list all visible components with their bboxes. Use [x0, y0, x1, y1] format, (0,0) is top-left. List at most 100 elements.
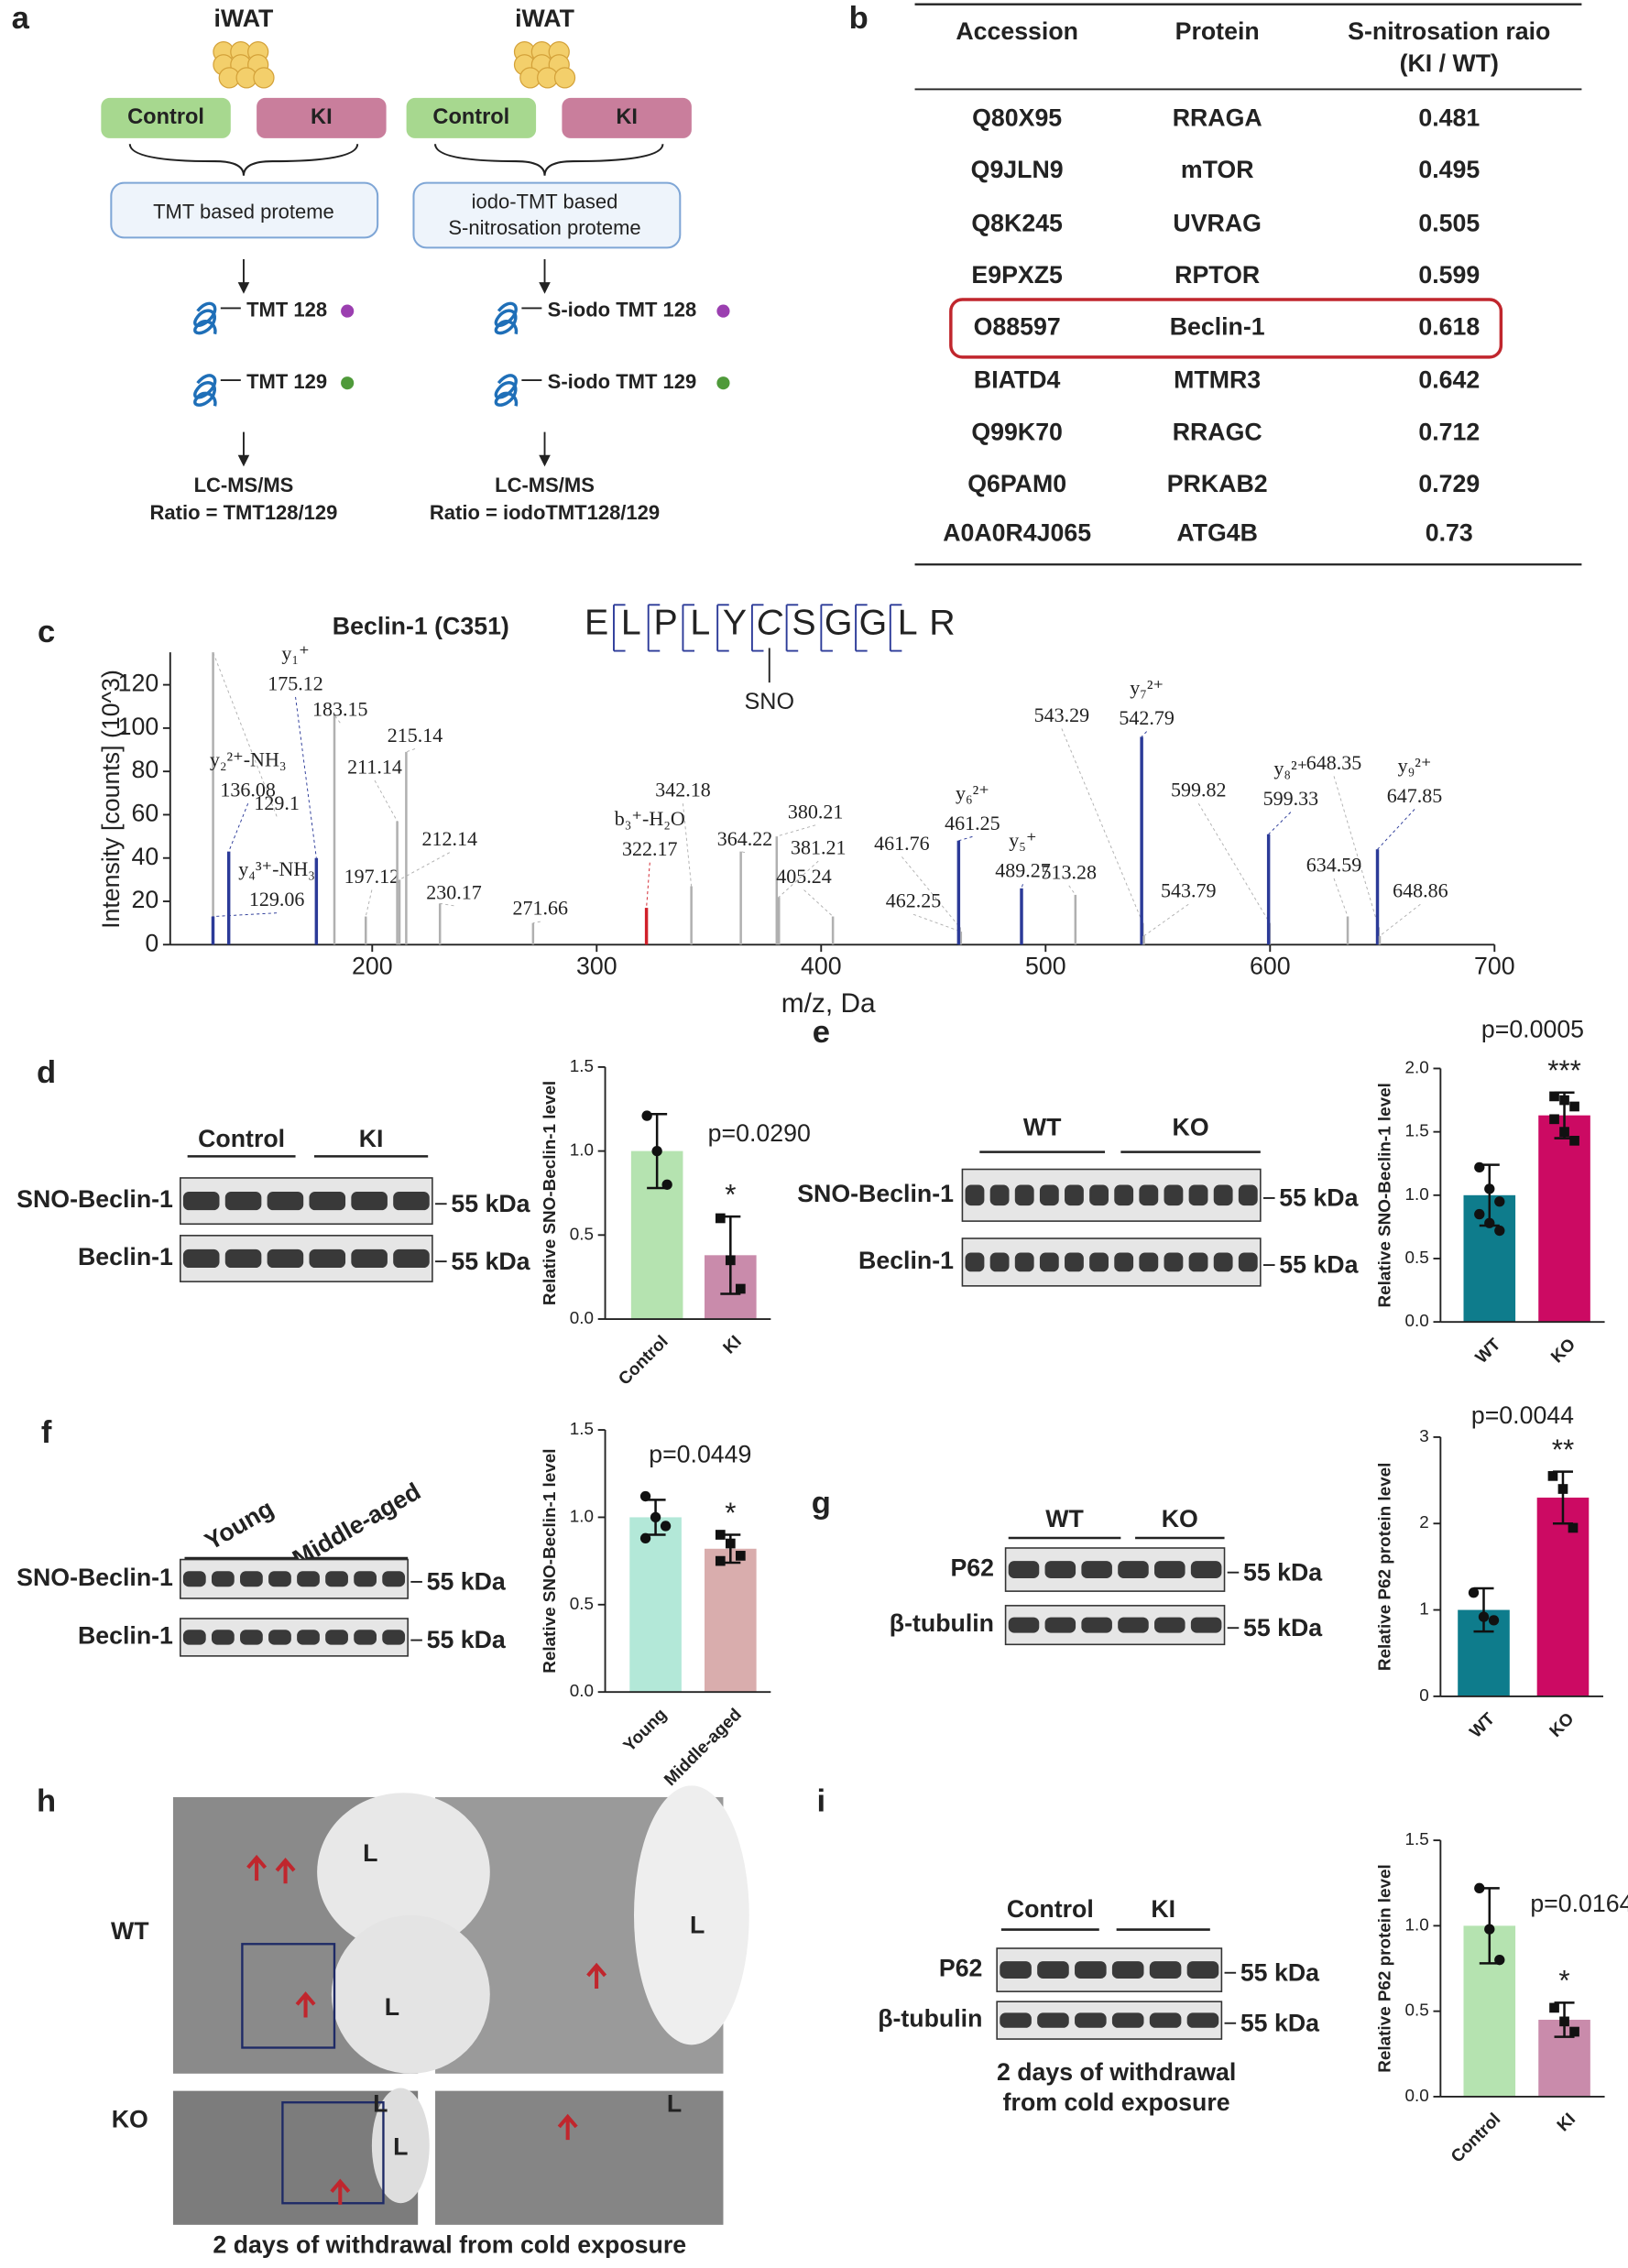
blot-band: [1114, 1252, 1134, 1272]
table-cell: Q6PAM0: [967, 470, 1066, 497]
y-tick-label: 1: [1419, 1599, 1429, 1619]
x-tick-label: 400: [801, 952, 842, 979]
ratio-label: Ratio = iodoTMT128/129: [430, 501, 660, 524]
x-tick-label: Control: [615, 1332, 672, 1389]
bar: [705, 1548, 757, 1693]
spectrum-title: Beclin-1 (C351): [333, 612, 509, 639]
y-tick-label: 80: [131, 756, 158, 783]
table-cell: 0.481: [1418, 104, 1480, 132]
significance: *: [725, 1497, 736, 1529]
blot-band: [1186, 2012, 1219, 2028]
leader: [399, 852, 450, 880]
brace: [128, 144, 359, 176]
blot-band: [224, 1192, 262, 1211]
y-axis-label: Relative P62 protein level: [1375, 1463, 1394, 1671]
size-label: 55 kDa: [427, 1568, 507, 1596]
blot-band: [1139, 1184, 1159, 1206]
leader: [901, 856, 960, 928]
size-label: 55 kDa: [1240, 1958, 1320, 1986]
leader: [333, 714, 341, 724]
blot-group: WT: [1023, 1114, 1062, 1141]
blot-band: [1081, 1617, 1112, 1633]
data-point: [1549, 1091, 1559, 1102]
table-cell: PRKAB2: [1167, 470, 1268, 497]
red-arrow: [586, 1962, 607, 1990]
y-tick-label: 0.0: [570, 1681, 594, 1700]
peak-label: 599.82: [1171, 779, 1227, 801]
red-arrow: [330, 2178, 351, 2205]
blot-image: [180, 1235, 433, 1282]
tissue-label: iWAT: [214, 5, 274, 32]
blot-band: [1075, 2012, 1107, 2028]
blot-band: [1065, 1252, 1084, 1272]
ion-label: y₆²⁺: [956, 781, 989, 804]
blot-band: [1014, 1252, 1034, 1272]
table-cell: ATG4B: [1176, 518, 1258, 546]
residue: E: [585, 603, 608, 643]
blot-band: [182, 1192, 220, 1211]
data-point: [1557, 1484, 1568, 1494]
blot-row-label: SNO-Beclin-1: [16, 1564, 173, 1591]
table-header: Accession: [956, 17, 1078, 45]
blot-row-label: SNO-Beclin-1: [797, 1180, 954, 1207]
leader: [646, 862, 650, 909]
x-tick-label: WT: [1471, 1334, 1504, 1367]
lipid: [633, 1785, 749, 2045]
method-label: S-nitrosation proteme: [448, 216, 640, 239]
significance: ***: [1547, 1054, 1581, 1086]
ion-label: y₁⁺: [281, 641, 309, 664]
data-point: [725, 1255, 736, 1266]
data-point: [715, 1213, 726, 1224]
blot-image: [1004, 1547, 1226, 1592]
tag-dot: [341, 376, 355, 390]
peak-label: 197.12: [344, 865, 400, 888]
tag-label: TMT 128: [246, 298, 327, 321]
data-point: [1559, 1095, 1569, 1106]
tag-dot: [716, 376, 730, 390]
blot-band: [1188, 1252, 1208, 1272]
blot-band: [240, 1571, 263, 1587]
panel-letter: c: [38, 615, 55, 649]
red-arrow: [275, 1857, 296, 1884]
instrument-label: LC-MS/MS: [194, 474, 294, 496]
residue: L: [898, 603, 918, 643]
y-tick-label: 0: [1419, 1685, 1429, 1705]
group-box: [101, 97, 231, 138]
table-cell: Q80X95: [972, 104, 1062, 132]
ratio-label: Ratio = TMT128/129: [150, 501, 338, 524]
table-cell: BIATD4: [974, 366, 1061, 394]
table-cell: 0.712: [1418, 418, 1480, 445]
x-tick-label: 200: [352, 952, 393, 979]
fragment-bracket: [647, 604, 661, 652]
data-point: [1494, 1955, 1505, 1966]
blot-band: [297, 1571, 320, 1587]
blot-band: [1039, 1252, 1059, 1272]
blot-band: [1065, 1184, 1084, 1206]
blot-image: [1004, 1605, 1226, 1646]
residue: L: [690, 603, 710, 643]
leader: [213, 912, 278, 918]
inset-box: [241, 1943, 336, 2049]
x-tick-label: WT: [1466, 1708, 1499, 1741]
data-point: [1474, 1161, 1485, 1173]
blot-group: WT: [1045, 1505, 1084, 1532]
blot-band: [309, 1248, 346, 1269]
x-tick-label: 700: [1474, 952, 1515, 979]
peak-label: 462.25: [886, 889, 942, 912]
blot-row-label: β-tubulin: [878, 2005, 982, 2033]
table-cell: 0.73: [1426, 518, 1473, 546]
blot-group: Young: [200, 1494, 278, 1555]
blot-band: [351, 1192, 388, 1211]
peak-label: 543.29: [1034, 703, 1090, 726]
error-bar: [1473, 1587, 1494, 1633]
size-label: 55 kDa: [1279, 1251, 1359, 1279]
panel-letter: g: [812, 1486, 831, 1521]
blot-band: [382, 1630, 406, 1645]
tissue-label: iWAT: [515, 5, 574, 32]
leader: [295, 696, 317, 858]
data-point: [1494, 1196, 1505, 1207]
method-label: TMT based proteme: [153, 200, 334, 223]
data-point: [1484, 1183, 1495, 1194]
leader: [1141, 731, 1147, 737]
